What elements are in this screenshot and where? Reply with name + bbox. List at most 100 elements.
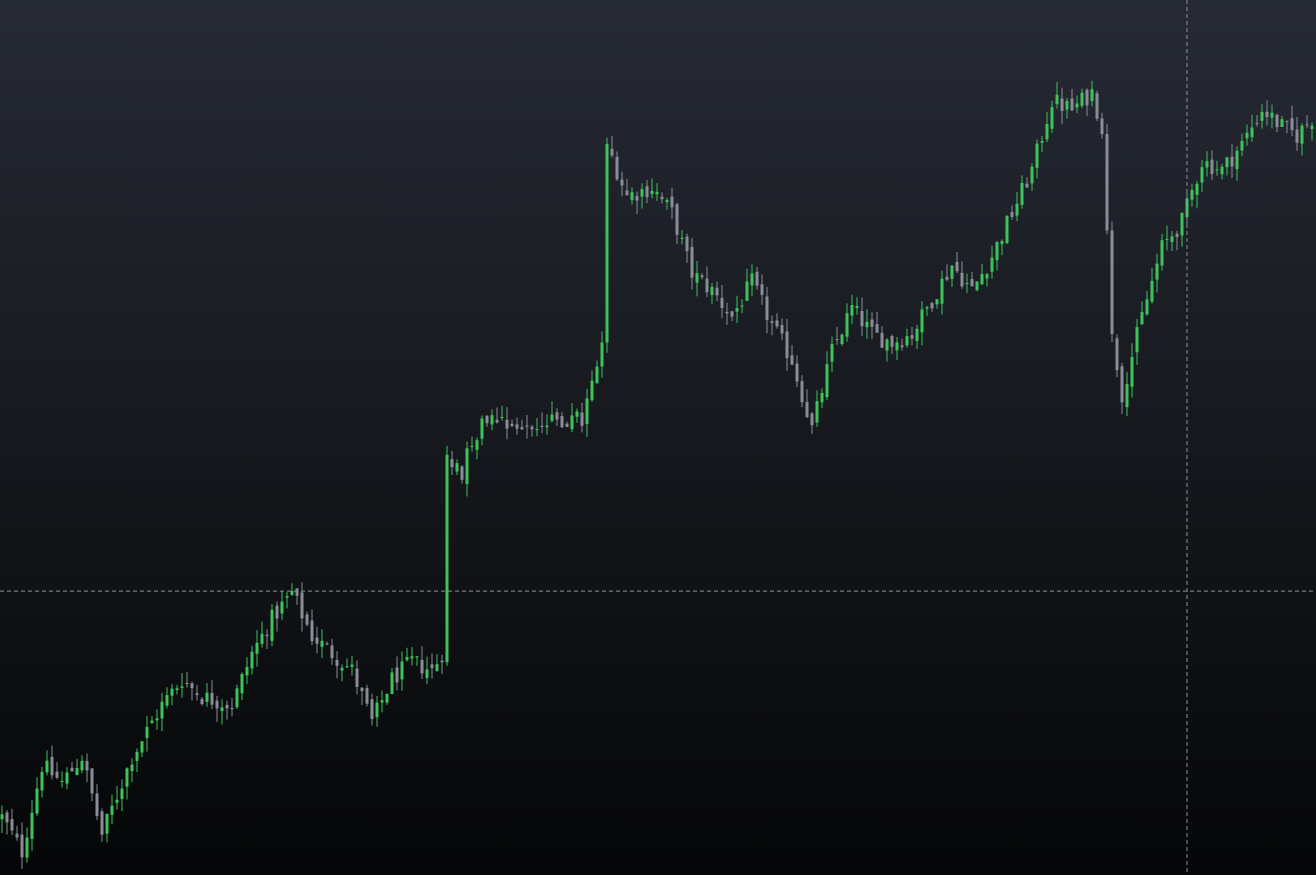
candle-body-down	[1210, 159, 1214, 174]
candle-body-up	[1190, 189, 1194, 200]
candle-body-up	[1015, 203, 1019, 216]
candle-body-up	[975, 281, 979, 291]
candle-body-down	[265, 634, 269, 637]
candle-body-down	[195, 693, 199, 696]
candle-body-up	[125, 768, 129, 787]
candle-body-down	[930, 303, 934, 309]
candle-body-up	[1050, 107, 1054, 129]
candle-body-down	[225, 704, 229, 709]
candle-body-up	[750, 273, 754, 286]
candle-body-up	[590, 380, 594, 401]
candle-body-up	[1055, 94, 1059, 105]
candle-body-down	[615, 156, 619, 180]
candle-body-up	[710, 286, 714, 296]
candle-body-up	[45, 760, 49, 773]
candle-body-down	[335, 659, 339, 666]
candle-body-up	[140, 741, 144, 753]
candle-body-down	[715, 287, 719, 296]
candle-body-up	[895, 342, 899, 351]
candle-body-down	[215, 700, 219, 709]
candle-body-down	[20, 834, 24, 858]
candle-body-up	[480, 418, 484, 439]
candle-body-up	[80, 760, 84, 771]
candle-body-up	[680, 237, 684, 239]
candle-body-down	[100, 811, 104, 835]
candle-body-up	[845, 313, 849, 337]
candle-body-up	[1245, 132, 1249, 139]
candle-body-up	[920, 309, 924, 333]
candle-body-up	[1280, 119, 1284, 128]
candle-body-down	[960, 272, 964, 287]
candle-body-up	[1260, 111, 1264, 121]
candle-body-down	[635, 196, 639, 201]
candle-body-up	[995, 242, 999, 261]
candle-body-up	[410, 656, 414, 659]
candle-body-up	[235, 688, 239, 708]
candle-body-up	[1235, 150, 1239, 170]
candle-body-down	[310, 620, 314, 642]
candle-body-up	[445, 454, 449, 663]
candle-body-up	[630, 192, 634, 201]
candle-body-down	[670, 196, 674, 208]
candle-body-up	[1090, 89, 1094, 102]
candle-body-up	[1020, 182, 1024, 205]
candle-body-down	[210, 693, 214, 705]
candle-body-down	[355, 668, 359, 687]
candle-body-up	[1135, 327, 1139, 353]
candle-body-down	[230, 708, 234, 710]
candle-body-up	[605, 144, 609, 343]
candle-body-up	[1250, 127, 1254, 138]
candle-body-down	[705, 278, 709, 293]
candle-body-up	[160, 701, 164, 719]
candle-body-down	[190, 683, 194, 689]
candle-body-up	[340, 667, 344, 671]
candle-body-up	[915, 328, 919, 341]
candle-body-up	[825, 364, 829, 398]
candle-body-up	[830, 343, 834, 362]
candle-body-up	[655, 191, 659, 195]
candles-layer	[0, 80, 1314, 869]
candle-body-up	[650, 190, 654, 195]
candle-body-up	[150, 720, 154, 724]
candle-body-down	[365, 688, 369, 704]
candle-body-up	[1205, 161, 1209, 168]
candle-body-down	[700, 275, 704, 278]
candle-body-up	[1000, 240, 1004, 245]
candle-body-up	[550, 414, 554, 421]
candle-body-down	[1175, 233, 1179, 237]
candle-body-up	[475, 440, 479, 450]
candle-body-up	[345, 666, 349, 668]
candle-body-down	[325, 643, 329, 645]
candle-body-down	[770, 321, 774, 323]
candle-body-up	[470, 445, 474, 447]
candle-body-down	[880, 332, 884, 348]
candle-body-up	[935, 299, 939, 305]
candle-body-down	[95, 793, 99, 817]
candle-body-up	[40, 771, 44, 791]
candle-body-down	[1120, 366, 1124, 403]
candle-body-up	[385, 693, 389, 703]
candle-body-down	[660, 196, 664, 200]
candle-body-down	[1285, 120, 1289, 122]
candle-body-down	[685, 236, 689, 252]
candle-body-up	[1240, 140, 1244, 151]
candle-body-up	[255, 642, 259, 654]
candle-body-down	[1010, 211, 1014, 217]
candle-body-down	[875, 324, 879, 333]
candle-body-down	[620, 179, 624, 186]
candle-body-down	[560, 415, 564, 428]
candle-body-up	[500, 416, 504, 418]
candle-body-up	[1080, 92, 1084, 106]
candle-body-up	[30, 812, 34, 839]
candle-body-up	[285, 596, 289, 598]
candle-body-down	[1070, 98, 1074, 111]
candle-body-up	[600, 342, 604, 367]
candle-body-up	[130, 764, 134, 772]
candle-body-up	[1220, 166, 1224, 175]
candle-body-up	[740, 305, 744, 307]
candle-body-down	[85, 761, 89, 771]
candle-body-down	[970, 279, 974, 287]
